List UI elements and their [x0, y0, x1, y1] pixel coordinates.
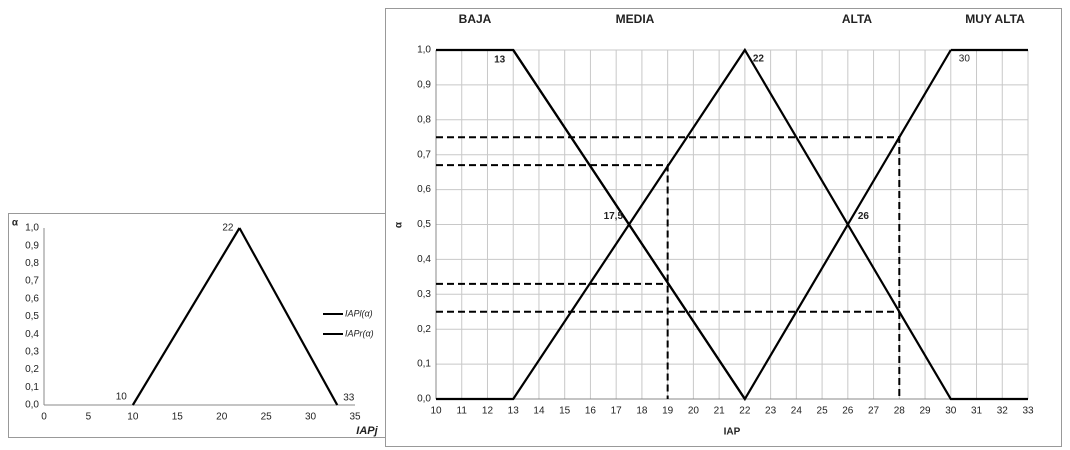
y-axis-label: α [12, 218, 19, 229]
y-tick-label: 0,7 [25, 276, 39, 287]
x-tick-label: 20 [688, 406, 700, 417]
x-tick-label: 32 [997, 406, 1009, 417]
x-tick-label: 15 [172, 412, 184, 423]
y-tick-label: 0,5 [25, 311, 39, 322]
x-tick-label: 15 [559, 406, 571, 417]
x-tick-label: 22 [739, 406, 751, 417]
x-tick-label: 18 [636, 406, 648, 417]
y-tick-label: 0,2 [25, 364, 39, 375]
x-tick-label: 25 [817, 406, 829, 417]
x-tick-label: 10 [430, 406, 442, 417]
x-tick-label: 13 [508, 406, 520, 417]
x-tick-label: 27 [868, 406, 880, 417]
x-tick-label: 19 [662, 406, 674, 417]
left-chart-frame [8, 213, 389, 438]
x-tick-label: 31 [971, 406, 983, 417]
x-tick-label: 30 [305, 412, 317, 423]
legend-label: IAPl(α) [345, 308, 373, 318]
y-tick-label: 0,6 [417, 184, 431, 195]
annotation: 30 [959, 54, 971, 65]
x-tick-label: 23 [765, 406, 777, 417]
zone-label: ALTA [842, 12, 873, 26]
series-line [512, 49, 952, 402]
x-tick-label: 24 [791, 406, 803, 417]
y-tick-label: 1,0 [25, 223, 39, 234]
annotation: 17,5 [604, 211, 624, 222]
x-tick-label: 29 [919, 406, 931, 417]
x-tick-label: 35 [349, 412, 361, 423]
legend-label: IAPr(α) [345, 328, 374, 338]
x-tick-label: 12 [482, 406, 494, 417]
x-tick-label: 28 [894, 406, 906, 417]
annotation: 22 [222, 223, 234, 234]
x-tick-label: 25 [261, 412, 273, 423]
annotation: 13 [494, 55, 506, 66]
annotation: 33 [343, 393, 355, 404]
y-tick-label: 0,3 [25, 347, 39, 358]
y-tick-label: 0,4 [25, 329, 39, 340]
x-tick-label: 11 [457, 406, 468, 417]
x-tick-label: 16 [585, 406, 597, 417]
y-tick-label: 0,4 [417, 254, 431, 265]
y-tick-label: 0,7 [417, 149, 431, 160]
series-line [238, 227, 339, 406]
x-tick-label: 5 [86, 412, 92, 423]
annotation: 26 [858, 211, 870, 222]
right-chart-frame [385, 8, 1062, 447]
y-tick-label: 0,1 [25, 382, 39, 393]
y-tick-label: 0,2 [417, 324, 431, 335]
y-tick-label: 0,5 [417, 219, 431, 230]
annotation: 10 [116, 392, 128, 403]
x-tick-label: 26 [842, 406, 854, 417]
x-axis-label: IAP [724, 427, 741, 438]
y-tick-label: 0,0 [25, 400, 39, 411]
series-line [131, 227, 241, 406]
zone-label: BAJA [459, 12, 492, 26]
y-tick-label: 0,9 [417, 80, 431, 91]
x-tick-label: 17 [611, 406, 623, 417]
x-tick-label: 10 [127, 412, 139, 423]
y-tick-label: 0,3 [417, 289, 431, 300]
x-tick-label: 0 [41, 412, 47, 423]
x-tick-label: 14 [533, 406, 545, 417]
y-tick-label: 0,6 [25, 293, 39, 304]
series-line [436, 47, 1028, 401]
x-tick-label: 20 [216, 412, 228, 423]
y-tick-label: 0,1 [417, 359, 431, 370]
zone-label: MEDIA [616, 12, 655, 26]
y-tick-label: 0,9 [25, 240, 39, 251]
y-axis-label: α [394, 221, 405, 228]
x-tick-label: 30 [945, 406, 957, 417]
x-axis-label: IAPj [356, 425, 378, 437]
y-tick-label: 0,8 [25, 258, 39, 269]
x-tick-label: 21 [714, 406, 726, 417]
y-tick-label: 0,8 [417, 114, 431, 125]
annotation: 22 [753, 54, 765, 65]
y-tick-label: 1,0 [417, 45, 431, 56]
zone-label: MUY ALTA [965, 12, 1025, 26]
x-tick-label: 33 [1022, 406, 1034, 417]
y-tick-label: 0,0 [417, 394, 431, 405]
